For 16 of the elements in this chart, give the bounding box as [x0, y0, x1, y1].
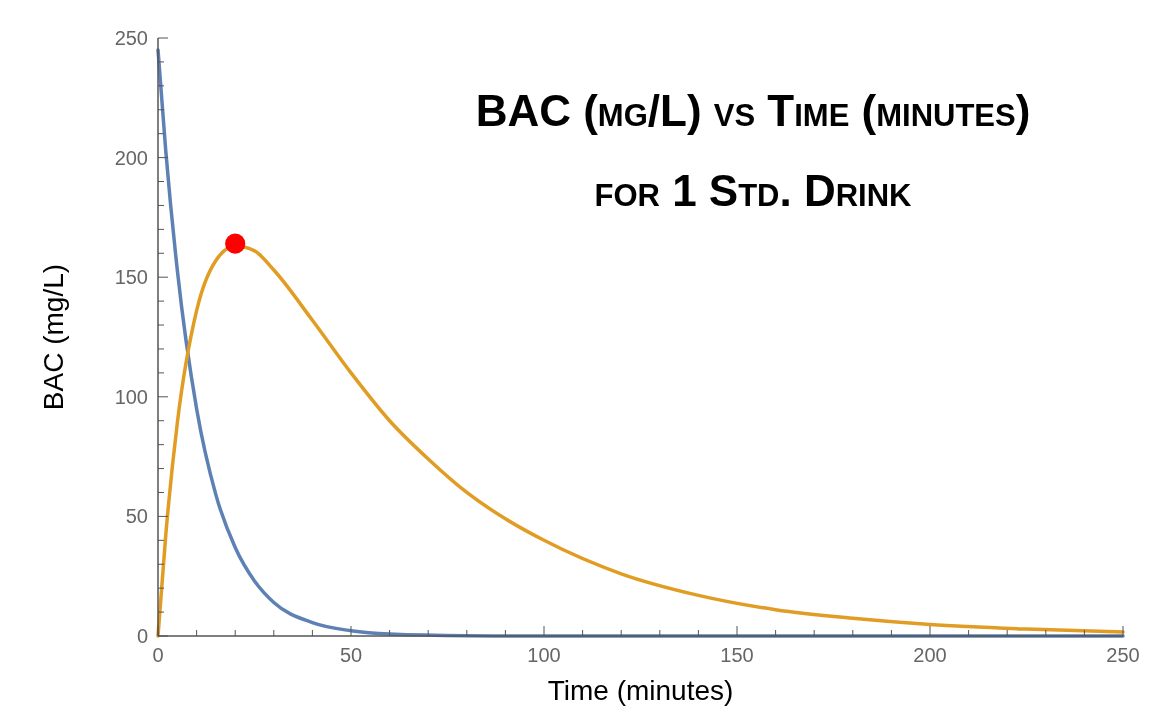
x-tick-label: 50: [339, 644, 363, 666]
x-tick-label: 250: [1106, 644, 1140, 666]
text: BAC (mg/L) vs Time (minutes): [475, 86, 1031, 135]
x-axis-title: Time (minutes): [547, 675, 734, 706]
y-tick-label: 100: [114, 385, 148, 408]
y-tick-label: 150: [114, 266, 148, 289]
y-axis-title: BAC (mg/L): [38, 263, 69, 411]
y-tick-label: 0: [136, 625, 148, 647]
y-tick-label: 200: [114, 146, 148, 169]
x-tick-label: 100: [527, 644, 561, 666]
x-tick-label: 200: [913, 644, 947, 666]
x-tick-label: 0: [152, 644, 164, 666]
y-tick-label: 50: [125, 505, 148, 528]
text: for 1 Std. Drink: [594, 166, 913, 215]
y-tick-label: 250: [114, 27, 148, 49]
x-tick-label: 150: [720, 644, 754, 666]
